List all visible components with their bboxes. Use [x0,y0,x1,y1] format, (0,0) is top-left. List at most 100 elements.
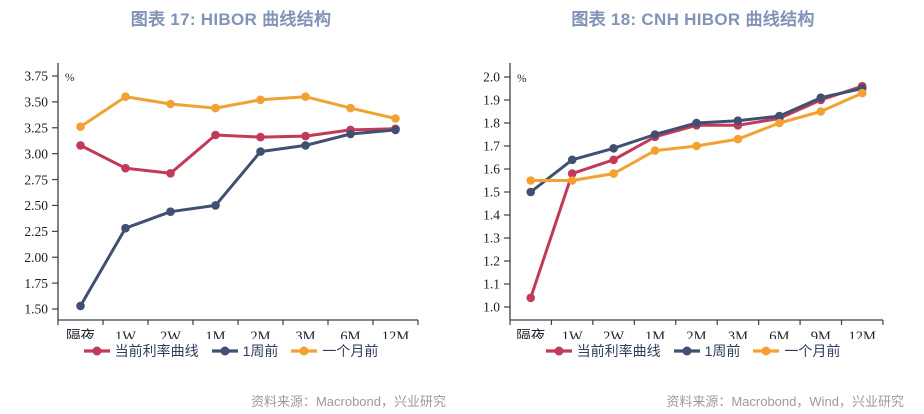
x-tick-label: 12M [382,329,410,339]
data-point [609,155,618,165]
y-tick-label: 1.5 [483,185,500,200]
data-point [526,293,535,303]
data-point [733,134,743,144]
y-tick-label: 3.75 [24,69,48,84]
x-tick-label: 6M [340,329,360,339]
data-point [567,176,577,185]
x-axis: 隔夜 1W 2W 1M 2M 3M 6M 9M 12M [509,319,884,339]
data-point [609,169,618,178]
y-tick-label: 3.50 [24,95,48,110]
x-tick-label: 2W [603,329,624,339]
y-tick-label: 1.2 [483,254,500,269]
series-line [526,81,867,303]
y-axis-unit: % [517,73,527,85]
legend-item: 当前利率曲线 [83,342,199,360]
data-point [775,111,784,121]
legend-marker-icon [83,346,110,356]
x-tick-label: 1M [205,329,225,339]
x-tick-label: 3M [728,329,748,339]
data-point [121,92,130,101]
source-caption: 资料来源：Macrobond，Wind，兴业研究 [666,394,904,409]
data-point [76,301,85,311]
data-point [775,118,784,128]
data-point [391,114,400,123]
series-line [526,88,867,185]
x-tick-label: 1M [645,329,665,339]
legend-item: 一个月前 [291,342,378,360]
chart-panel-cnh-hibor: 图表 18: CNH HIBOR 曲线结构 1.0 1.1 1.2 1.3 1.4 1.5… [462,0,924,414]
y-axis: 1.0 1.1 1.2 1.3 1.4 1.5 1.6 1.7 1.8 1.9 2.0% [483,63,527,320]
data-point [346,129,355,139]
y-tick-label: 3.00 [24,146,48,161]
y-tick-label: 2.50 [24,198,48,213]
data-point [650,146,660,155]
legend-item: 1周前 [211,342,279,360]
y-tick-label: 2.25 [24,224,48,239]
legend-label: 当前利率曲线 [576,343,661,359]
x-tick-label: 6M [769,329,789,339]
legend-item: 当前利率曲线 [545,342,661,360]
data-point [301,141,310,150]
data-point [256,132,265,142]
x-tick-label: 2M [686,329,706,339]
x-tick-label: 1W [115,329,136,339]
x-tick-label: 12M [849,329,877,339]
data-point [567,155,577,165]
legend-label: 一个月前 [784,343,841,359]
legend-label: 1周前 [242,343,279,359]
y-tick-label: 1.3 [483,231,500,246]
data-point [256,95,265,105]
chart-title: 图表 18: CNH HIBOR 曲线结构 [571,10,815,29]
data-point [650,130,660,139]
legend-label: 1周前 [704,343,741,359]
chart-legend: 当前利率曲线 1周前 一个月前 [462,341,924,361]
y-tick-label: 3.25 [24,121,48,136]
y-tick-label: 1.7 [483,139,500,154]
data-point [692,141,701,151]
data-point [816,107,826,116]
chart-legend: 当前利率曲线 1周前 一个月前 [0,341,462,361]
y-tick-label: 1.50 [24,302,48,317]
data-point [391,125,400,135]
y-axis-unit: % [65,72,75,84]
data-point [526,187,535,197]
y-tick-label: 1.0 [483,300,500,315]
legend-marker-icon [211,346,238,356]
legend-item: 1周前 [673,342,741,360]
y-tick-label: 2.00 [24,250,48,265]
y-tick-label: 2.0 [483,70,500,85]
y-tick-label: 1.9 [483,93,500,108]
y-tick-label: 1.8 [483,116,500,131]
source-caption: 资料来源：Macrobond，兴业研究 [250,394,446,409]
data-point [211,103,220,113]
line-chart: 1.50 1.75 2.00 2.25 2.50 2.75 3.00 3.25 3.50 3.75… [24,63,419,339]
legend-marker-icon [753,346,780,356]
data-point [166,169,175,178]
data-point [301,131,310,141]
x-tick-label: 2M [250,329,270,339]
legend-label: 当前利率曲线 [114,343,199,359]
data-point [211,130,220,140]
data-point [76,122,85,131]
data-point [733,116,743,125]
data-point [121,163,130,173]
x-tick-label: 1W [562,329,583,339]
x-tick-label: 9M [811,329,831,339]
x-tick-label: 隔夜 [66,328,95,339]
legend-marker-icon [673,346,700,356]
legend-item: 一个月前 [753,342,840,360]
legend-marker-icon [545,346,572,356]
y-axis: 1.50 1.75 2.00 2.25 2.50 2.75 3.00 3.25 3.50 3.75… [24,63,75,320]
data-point [692,118,701,128]
data-point [567,169,577,178]
series-line [76,125,400,311]
data-point [816,93,826,102]
legend-marker-icon [291,346,318,356]
y-tick-label: 1.75 [24,276,48,291]
x-tick-label: 3M [295,329,315,339]
series-line [76,92,400,131]
chart-panel-hibor: 图表 17: HIBOR 曲线结构 1.50 1.75 2.00 2.25 2.50 2.… [0,10,462,409]
data-point [301,92,310,101]
data-point [346,103,355,113]
